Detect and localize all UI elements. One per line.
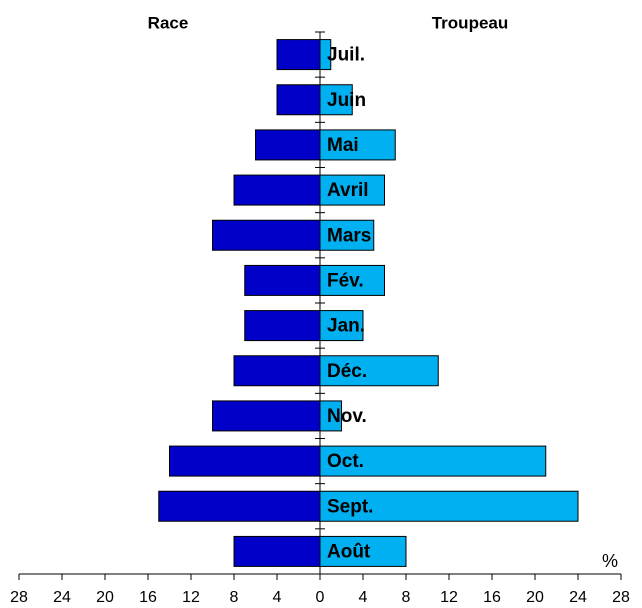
category-label: Juil. <box>327 45 365 66</box>
bar <box>319 129 396 161</box>
right-title: Troupeau <box>432 13 509 32</box>
category-label: Mars <box>327 225 371 246</box>
left-title: Race <box>148 13 189 32</box>
x-tick-label: 8 <box>230 589 239 606</box>
bar <box>319 355 439 387</box>
bar <box>319 310 364 342</box>
x-tick-label: 24 <box>53 589 71 606</box>
category-label: Nov. <box>327 406 367 427</box>
unit-label: % <box>602 551 618 571</box>
bar <box>212 400 321 432</box>
x-tick-label: 28 <box>612 589 630 606</box>
x-tick-label: 16 <box>139 589 157 606</box>
bar <box>319 84 353 116</box>
bar <box>169 445 321 477</box>
category-label: Avril <box>327 180 369 201</box>
x-tick-label: 0 <box>316 589 325 606</box>
category-label: Déc. <box>327 361 367 382</box>
bar <box>276 39 321 71</box>
bar <box>276 84 321 116</box>
bar <box>319 445 547 477</box>
x-tick-label: 20 <box>96 589 114 606</box>
x-tick-label: 8 <box>402 589 411 606</box>
category-label: Juin <box>327 90 366 111</box>
bar <box>233 535 321 567</box>
bar <box>319 264 385 296</box>
bar <box>319 490 579 522</box>
bar <box>212 219 321 251</box>
x-tick-label: 12 <box>182 589 200 606</box>
bar <box>244 264 321 296</box>
x-tick-label: 12 <box>440 589 458 606</box>
x-tick-label: 28 <box>10 589 28 606</box>
category-label: Jan. <box>327 316 365 337</box>
x-tick-label: 24 <box>569 589 587 606</box>
x-tick-label: 20 <box>526 589 544 606</box>
bar <box>255 129 321 161</box>
category-label: Oct. <box>327 451 364 472</box>
bar <box>319 219 375 251</box>
x-tick-label: 16 <box>483 589 501 606</box>
category-label: Août <box>327 541 371 562</box>
x-tick-label: 4 <box>359 589 368 606</box>
bar <box>244 310 321 342</box>
x-tick-label: 4 <box>273 589 282 606</box>
category-label: Mai <box>327 135 359 156</box>
bar <box>233 174 321 206</box>
category-label: Sept. <box>327 496 373 517</box>
bar <box>233 355 321 387</box>
category-label: Fév. <box>327 270 364 291</box>
bar <box>158 490 321 522</box>
